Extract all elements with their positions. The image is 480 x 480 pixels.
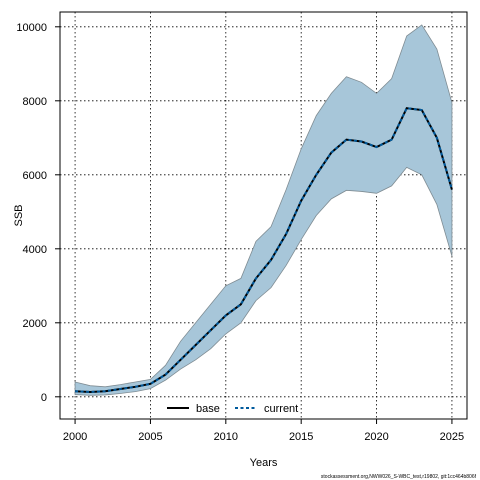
y-tick-label: 6000	[23, 170, 47, 182]
y-tick-label: 0	[41, 392, 47, 404]
x-tick-label: 2005	[138, 431, 162, 443]
y-tick-label: 2000	[23, 318, 47, 330]
x-tick-label: 2000	[63, 431, 87, 443]
y-axis-title: SSB	[13, 204, 25, 226]
x-axis: 2000 2005 2010 2015 2020 2025	[63, 419, 464, 443]
confidence-band	[74, 24, 453, 396]
y-tick-label: 4000	[23, 244, 47, 256]
legend-label-current: current	[264, 403, 298, 415]
confidence-band-area	[74, 24, 453, 396]
footnote: stockassessment.org,NWW026_S-WBC_test,r1…	[321, 474, 477, 480]
x-axis-title: Years	[250, 457, 278, 469]
y-axis: 0 2000 4000 6000 8000 10000	[16, 22, 60, 404]
y-tick-label: 8000	[23, 96, 47, 108]
y-tick-label: 10000	[16, 22, 47, 34]
legend: base current	[167, 403, 298, 415]
x-tick-label: 2015	[289, 431, 313, 443]
x-tick-label: 2010	[214, 431, 238, 443]
x-tick-label: 2020	[364, 431, 388, 443]
legend-label-base: base	[196, 403, 220, 415]
series-lines	[75, 107, 453, 393]
series-line-current	[75, 107, 453, 393]
x-tick-label: 2025	[440, 431, 464, 443]
plot-frame	[59, 11, 468, 420]
